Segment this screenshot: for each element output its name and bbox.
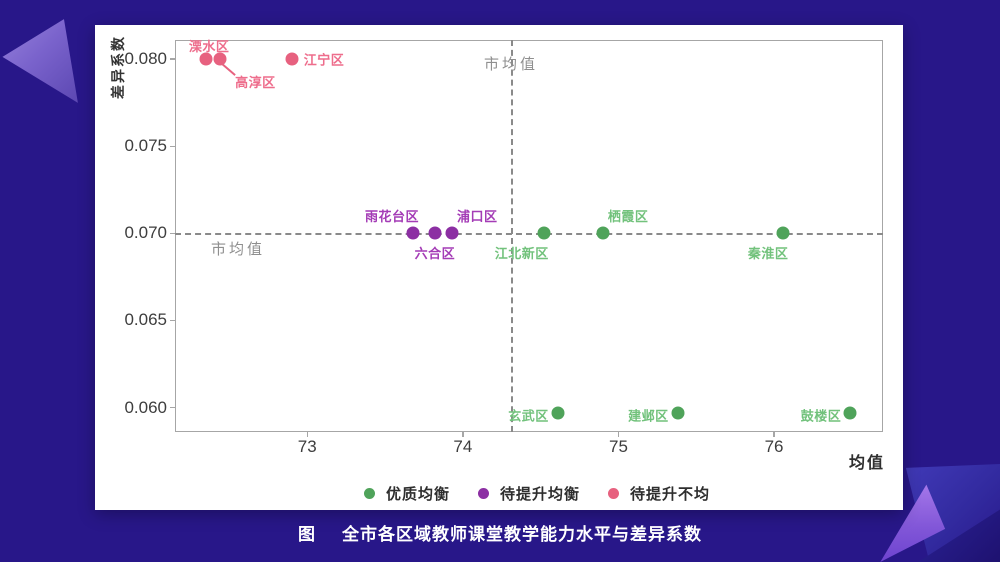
legend-item-优质均衡: 优质均衡 bbox=[363, 483, 450, 504]
legend-dot bbox=[363, 488, 375, 499]
y-tick-label: 0.070 bbox=[124, 223, 167, 243]
data-point-label: 浦口区 bbox=[456, 209, 498, 225]
data-point-label: 高淳区 bbox=[235, 75, 276, 91]
caption-prefix: 图 bbox=[298, 525, 316, 544]
legend-dot bbox=[477, 488, 489, 499]
city-mean-vertical-line bbox=[511, 40, 514, 432]
legend-dot bbox=[608, 488, 619, 499]
y-tick-label: 0.065 bbox=[124, 310, 167, 330]
data-point-秦淮区 bbox=[776, 226, 790, 240]
x-tick-label: 74 bbox=[453, 437, 473, 456]
data-point-栖霞区 bbox=[596, 226, 610, 240]
data-point-label: 栖霞区 bbox=[607, 209, 649, 225]
x-tick-mark bbox=[617, 432, 620, 437]
decor-triangle-top-left bbox=[2, 19, 78, 103]
decor-triangle-bottom-right-blue bbox=[905, 464, 1000, 562]
data-point-江宁区 bbox=[285, 52, 299, 66]
legend-item-待提升不均: 待提升不均 bbox=[608, 483, 710, 504]
city-mean-label-left: 市均值 bbox=[210, 241, 266, 258]
data-point-label: 秦淮区 bbox=[747, 246, 789, 262]
data-point-label: 玄武区 bbox=[508, 408, 549, 424]
legend-label: 优质均衡 bbox=[385, 486, 450, 503]
data-point-label: 鼓楼区 bbox=[800, 408, 842, 424]
x-tick-label: 76 bbox=[764, 437, 784, 456]
data-point-江北新区 bbox=[537, 226, 551, 240]
city-mean-label-top: 市均值 bbox=[483, 56, 539, 73]
plot-area bbox=[175, 40, 883, 432]
y-tick-mark bbox=[170, 319, 175, 322]
data-point-label: 溧水区 bbox=[188, 39, 230, 55]
y-tick-mark bbox=[170, 58, 175, 60]
data-point-溧水区 bbox=[199, 52, 213, 66]
data-point-鼓楼区 bbox=[843, 406, 857, 420]
x-tick-mark bbox=[462, 432, 464, 437]
y-tick-label: 0.060 bbox=[124, 397, 167, 417]
y-tick-label: 0.075 bbox=[124, 136, 167, 156]
data-point-雨花台区 bbox=[406, 226, 420, 240]
x-tick-label: 75 bbox=[609, 437, 628, 456]
chart-panel: 差异系数 市均值 市均值 均值 优质均衡 待提升均衡 待提升不均 0.080 0.07… bbox=[95, 25, 903, 510]
x-tick-mark bbox=[773, 432, 775, 437]
chart-legend: 优质均衡 待提升均衡 待提升不均 bbox=[133, 483, 941, 504]
data-point-建邺区 bbox=[671, 406, 685, 420]
chart-caption: 图 全市各区域教师课堂教学能力水平与差异系数 bbox=[0, 520, 1000, 545]
city-mean-horizontal-line bbox=[175, 233, 883, 236]
y-tick-mark bbox=[170, 145, 175, 148]
data-point-label: 江北新区 bbox=[494, 246, 549, 262]
y-tick-mark bbox=[170, 406, 175, 409]
legend-label: 待提升不均 bbox=[630, 486, 711, 503]
data-point-六合区 bbox=[428, 226, 442, 240]
data-point-浦口区 bbox=[445, 226, 459, 240]
y-tick-mark bbox=[170, 232, 175, 235]
caption-title: 全市各区域教师课堂教学能力水平与差异系数 bbox=[342, 525, 702, 544]
legend-item-待提升均衡: 待提升均衡 bbox=[477, 483, 580, 504]
y-tick-label: 0.080 bbox=[124, 49, 167, 69]
x-tick-mark bbox=[306, 432, 308, 437]
data-point-玄武区 bbox=[551, 406, 565, 420]
data-point-label: 六合区 bbox=[414, 246, 456, 262]
x-axis-title: 均值 bbox=[848, 455, 885, 472]
data-point-label: 雨花台区 bbox=[365, 209, 420, 225]
legend-label: 待提升均衡 bbox=[499, 486, 580, 503]
data-point-高淳区 bbox=[213, 52, 227, 66]
data-point-label: 江宁区 bbox=[303, 52, 345, 68]
x-tick-label: 73 bbox=[297, 437, 317, 456]
data-point-label: 建邺区 bbox=[628, 408, 669, 424]
